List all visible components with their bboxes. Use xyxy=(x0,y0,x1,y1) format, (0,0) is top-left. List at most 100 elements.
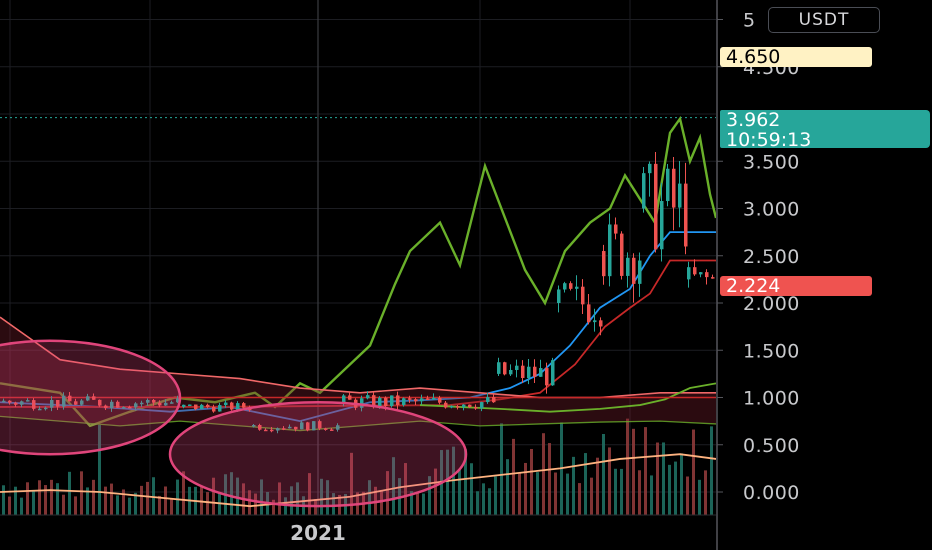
candle-body xyxy=(450,406,454,408)
candle-body xyxy=(705,272,709,278)
candle-body xyxy=(626,257,630,276)
volume-bar xyxy=(566,473,569,515)
candle-body xyxy=(80,400,84,405)
candle-body xyxy=(62,395,66,407)
candle-body xyxy=(282,428,286,430)
volume-bar xyxy=(248,490,251,515)
candle-body xyxy=(26,400,30,402)
y-tick-label: 1.000 xyxy=(743,388,800,410)
candle-body xyxy=(575,286,579,289)
volume-bar xyxy=(320,478,323,515)
volume-bar xyxy=(80,471,83,515)
candle-body xyxy=(666,168,670,202)
volume-bar xyxy=(602,434,605,515)
candle-body xyxy=(660,201,664,250)
volume-bar xyxy=(608,447,611,515)
y-tick-label: 3.000 xyxy=(743,199,800,221)
highlight-ellipse-1 xyxy=(0,339,182,456)
volume-bar xyxy=(428,476,431,515)
candle-body xyxy=(252,424,256,427)
volume-bar xyxy=(296,482,299,515)
candle-countdown: 10:59:13 xyxy=(726,129,812,151)
candle-body xyxy=(288,426,292,429)
volume-bar xyxy=(68,471,71,515)
candle-body xyxy=(50,399,54,408)
candle-body xyxy=(545,368,549,386)
candle-body xyxy=(318,421,322,429)
candle-body xyxy=(408,398,412,400)
candle-body xyxy=(224,402,228,406)
volume-bar xyxy=(680,453,683,515)
candle-body xyxy=(170,402,174,404)
time-axis: 2021 xyxy=(290,521,346,545)
volume-bar xyxy=(404,463,407,515)
candle-body xyxy=(134,403,138,408)
volume-bar xyxy=(500,423,503,515)
candle-body xyxy=(294,426,298,430)
volume-bar xyxy=(668,464,671,515)
candle-body xyxy=(468,404,472,408)
candle-body xyxy=(330,429,334,431)
volume-bar xyxy=(584,453,587,515)
volume-bar xyxy=(536,472,539,515)
volume-bar xyxy=(488,488,491,515)
volume-bar xyxy=(20,497,23,515)
volume-bar xyxy=(530,448,533,515)
volume-bar xyxy=(518,473,521,515)
candle-body xyxy=(2,400,6,403)
candle-body xyxy=(503,362,507,375)
axis-bg xyxy=(716,0,932,550)
volume-bar xyxy=(44,485,47,515)
volume-bar xyxy=(8,496,11,515)
volume-bar xyxy=(14,486,17,515)
volume-bar xyxy=(38,480,41,515)
candle-body xyxy=(312,421,316,431)
candle-body xyxy=(497,362,501,374)
candle-body xyxy=(140,402,144,405)
y-tick-label: 0.500 xyxy=(743,435,800,457)
volume-bar xyxy=(416,491,419,515)
volume-bar xyxy=(506,459,509,515)
volume-bar xyxy=(524,462,527,515)
volume-bar xyxy=(638,470,641,515)
volume-bar xyxy=(290,486,293,515)
volume-bar xyxy=(434,468,437,515)
candle-body xyxy=(20,401,24,405)
candle-body xyxy=(206,404,210,407)
volume-bar xyxy=(476,491,479,515)
candle-body xyxy=(306,422,310,431)
candle-body xyxy=(104,405,108,409)
volume-bar xyxy=(260,479,263,515)
candle-body xyxy=(8,400,12,403)
volume-bar xyxy=(710,426,713,515)
candle-body xyxy=(258,424,262,430)
volume-bar xyxy=(512,438,515,515)
volume-bar xyxy=(686,476,689,515)
candle-body xyxy=(462,404,466,408)
volume-bar xyxy=(212,477,215,515)
candle-body xyxy=(116,401,120,408)
candle-body xyxy=(128,406,132,409)
y-tick-label: 3.500 xyxy=(743,151,800,173)
currency-selector[interactable]: USDT xyxy=(768,7,880,33)
volume-bar xyxy=(662,442,665,515)
volume-bar xyxy=(626,418,629,515)
volume-bar xyxy=(134,492,137,515)
volume-bar xyxy=(122,489,125,515)
volume-bar xyxy=(596,457,599,515)
candle-body xyxy=(122,406,126,409)
candle-body xyxy=(414,399,418,402)
candle-body xyxy=(348,395,352,400)
candle-body xyxy=(92,396,96,400)
volume-bar xyxy=(158,495,161,515)
candle-body xyxy=(557,289,561,303)
candle-body xyxy=(324,428,328,430)
candle-body xyxy=(699,272,703,275)
candle-body xyxy=(486,397,490,403)
x-axis-label-2021: 2021 xyxy=(290,521,346,545)
series-line xyxy=(419,382,717,413)
current-price-tag: 2.224 xyxy=(720,276,872,296)
